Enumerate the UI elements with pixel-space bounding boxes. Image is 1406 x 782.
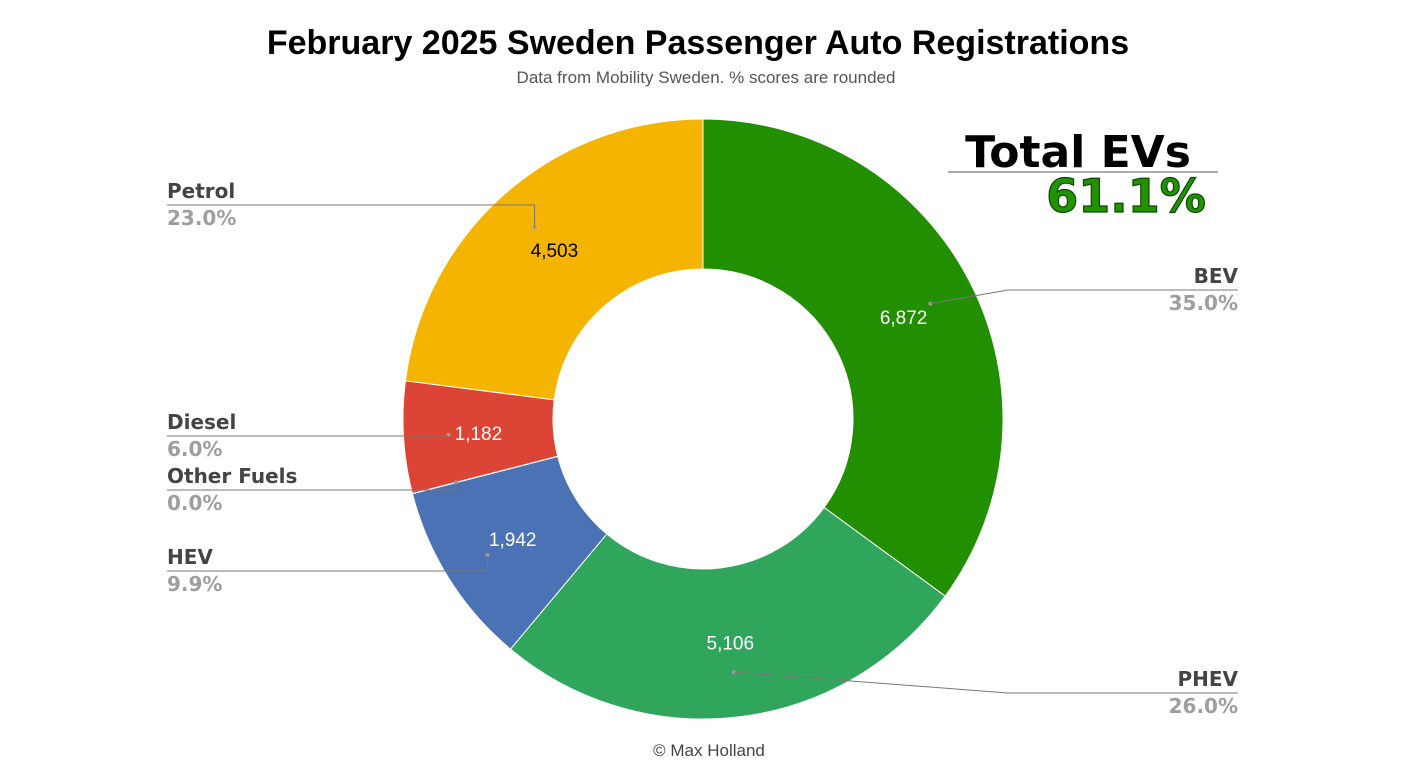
- category-label-petrol: Petrol: [167, 179, 235, 203]
- leader-line-hev: [167, 555, 488, 572]
- category-label-other-fuels: Other Fuels: [167, 464, 297, 488]
- chart-title: February 2025 Sweden Passenger Auto Regi…: [267, 24, 1129, 62]
- value-label-diesel: 1,182: [455, 424, 503, 445]
- value-label-phev: 5,106: [707, 633, 755, 654]
- category-label-hev: HEV: [167, 545, 213, 569]
- percent-label-phev: 26.0%: [1169, 694, 1238, 718]
- percent-label-hev: 9.9%: [167, 572, 222, 596]
- percent-label-petrol: 23.0%: [167, 206, 236, 230]
- category-label-diesel: Diesel: [167, 410, 236, 434]
- percent-label-diesel: 6.0%: [167, 437, 222, 461]
- leader-line-petrol: [167, 204, 536, 228]
- total-evs-value: 61.1%: [1046, 169, 1206, 223]
- total-evs-annotation: Total EVs 61.1%: [948, 127, 1218, 224]
- value-label-petrol: 4,503: [531, 241, 579, 262]
- leader-line-other-fuels: [167, 482, 457, 491]
- leader-line-bev: [930, 289, 1238, 305]
- donut-slices: [402, 118, 1004, 720]
- percent-label-bev: 35.0%: [1169, 291, 1238, 315]
- slice-phev: [509, 506, 946, 720]
- category-labels: BEV 35.0% PHEV 26.0% HEV 9.9% Other Fuels 0.0% D…: [167, 179, 1239, 718]
- leader-line-phev: [733, 671, 1238, 694]
- chart-credit: © Max Holland: [653, 741, 765, 760]
- category-label-bev: BEV: [1194, 264, 1239, 288]
- value-label-bev: 6,872: [880, 308, 928, 329]
- slice-bev: [702, 118, 1004, 597]
- leader-lines: [167, 204, 1238, 694]
- category-label-phev: PHEV: [1177, 667, 1238, 691]
- slice-value-labels: 6,872 5,106 1,942 1,182 4,503: [455, 241, 928, 654]
- value-label-hev: 1,942: [489, 530, 537, 551]
- chart-subtitle: Data from Mobility Sweden. % scores are …: [517, 68, 896, 87]
- total-evs-label: Total EVs: [965, 127, 1191, 178]
- percent-label-other-fuels: 0.0%: [167, 491, 222, 515]
- slice-petrol: [404, 118, 704, 401]
